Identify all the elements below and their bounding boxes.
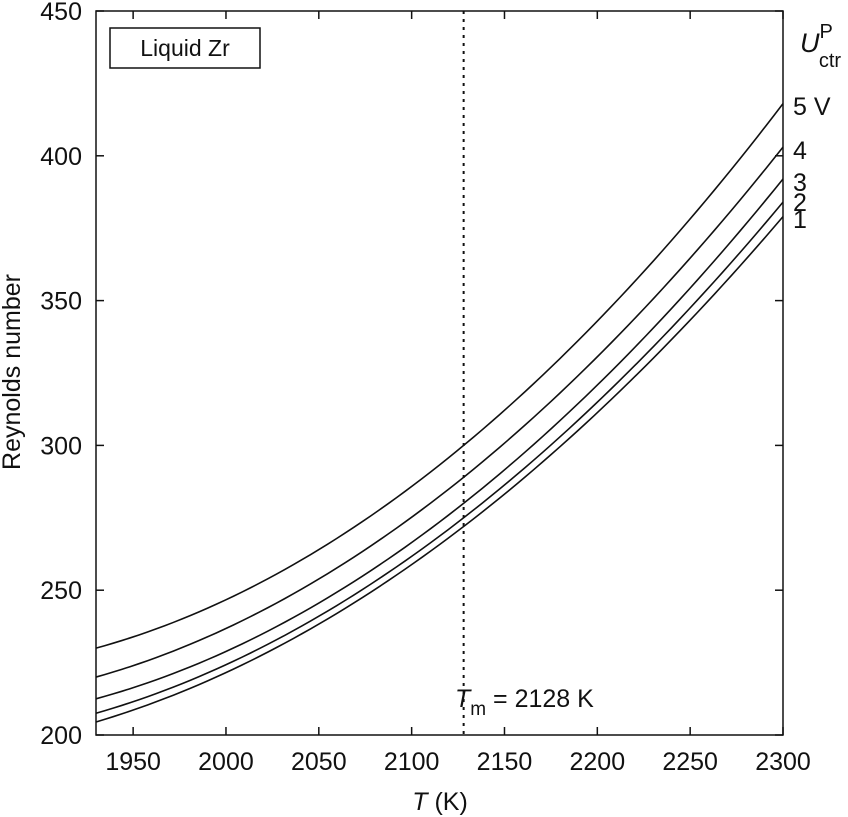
x-axis-title: T (K) bbox=[412, 788, 468, 816]
ticks-layer: 1950 2000 2050 2100 2150 2200 2250 2300 200 250 30… bbox=[40, 0, 811, 776]
right-axis-title: UP ctr bbox=[800, 21, 841, 72]
y-tick-label: 200 bbox=[40, 722, 82, 750]
series-end-label: 4 bbox=[793, 137, 807, 165]
series-end-label: 3 bbox=[793, 169, 807, 197]
y-tick-label: 450 bbox=[40, 0, 82, 26]
legend-box bbox=[109, 27, 261, 69]
series-layer bbox=[95, 103, 784, 723]
x-tick-label: 2300 bbox=[755, 748, 811, 776]
legend-text: Liquid Zr bbox=[140, 35, 230, 61]
axes-box bbox=[95, 10, 784, 736]
y-tick-label: 400 bbox=[40, 143, 82, 171]
x-tick-label: 2200 bbox=[570, 748, 626, 776]
series-line-1 bbox=[95, 103, 784, 649]
x-tick-label: 2000 bbox=[198, 748, 254, 776]
series-line-5 bbox=[95, 216, 784, 723]
melting-point-label: Tm = 2128 K bbox=[455, 685, 594, 720]
legend: Liquid Zr bbox=[109, 27, 261, 69]
y-tick-label: 300 bbox=[40, 432, 82, 460]
y-axis-title: Reynolds number bbox=[0, 274, 26, 470]
series-end-label: 2 bbox=[793, 189, 807, 217]
series-end-label: 5 V bbox=[793, 93, 831, 121]
series-end-labels: 5 V 4 321 bbox=[793, 93, 831, 234]
x-tick-label: 2100 bbox=[384, 748, 440, 776]
y-tick-label: 350 bbox=[40, 288, 82, 316]
series-line-3 bbox=[95, 178, 784, 700]
x-tick-label: 1950 bbox=[105, 748, 161, 776]
x-tick-label: 2050 bbox=[291, 748, 347, 776]
y-tick-label: 250 bbox=[40, 577, 82, 605]
x-tick-label: 2250 bbox=[662, 748, 718, 776]
series-line-4 bbox=[95, 201, 784, 715]
series-line-2 bbox=[95, 146, 784, 678]
series-end-label: 1 bbox=[793, 206, 807, 234]
x-tick-label: 2150 bbox=[477, 748, 533, 776]
